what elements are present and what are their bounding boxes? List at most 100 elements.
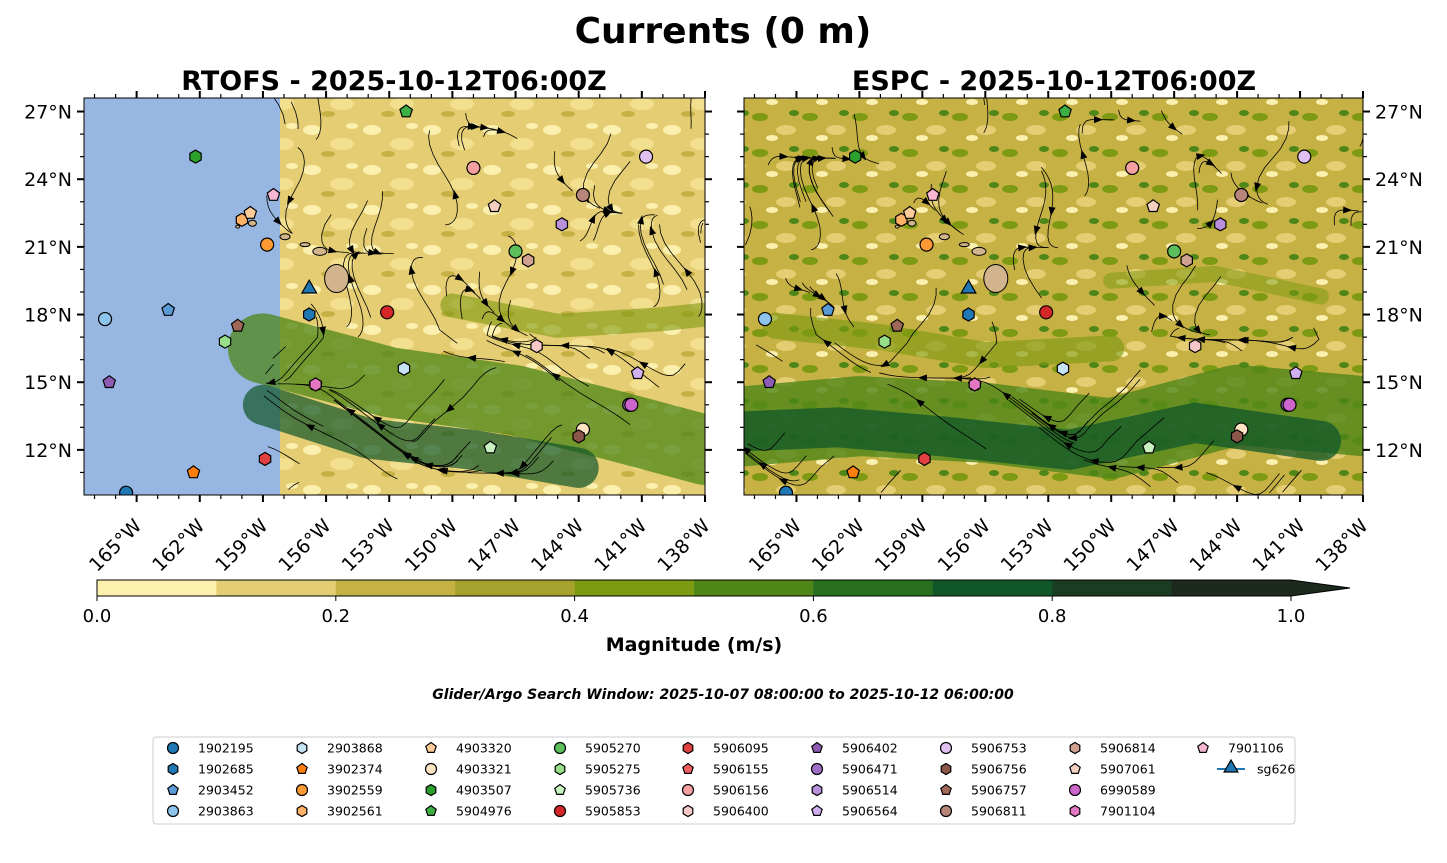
legend-label: 1902195 bbox=[198, 741, 254, 756]
streamline-arrow bbox=[794, 156, 805, 164]
legend-marker-5906471 bbox=[810, 762, 824, 776]
legend-marker-2903868 bbox=[296, 741, 308, 755]
streamline bbox=[1078, 123, 1090, 197]
streamline-arrow bbox=[454, 273, 465, 282]
streamline-arrow bbox=[273, 216, 282, 226]
streamline-arrow bbox=[638, 361, 649, 370]
float-2903863 bbox=[97, 311, 113, 327]
float-5905736 bbox=[1142, 440, 1156, 454]
streamline-arrow bbox=[812, 290, 822, 298]
colorbar-segment bbox=[216, 580, 337, 596]
streamline-arrow bbox=[466, 354, 477, 362]
float-5906814 bbox=[521, 253, 535, 268]
float-2903868 bbox=[397, 361, 411, 376]
legend-marker-5904976 bbox=[425, 804, 437, 817]
float-7901104 bbox=[968, 377, 982, 392]
legend-marker-5906757 bbox=[940, 783, 952, 796]
legend-label: 2903868 bbox=[327, 741, 383, 756]
x-tick-label: 147°W bbox=[464, 515, 525, 576]
streamline-arrow bbox=[806, 156, 813, 167]
legend-marker-5905853 bbox=[553, 804, 567, 818]
island bbox=[247, 219, 257, 227]
x-tick-label: 162°W bbox=[808, 515, 869, 576]
legend-marker-5906156 bbox=[681, 783, 695, 797]
float-4903507 bbox=[848, 149, 862, 164]
streamline-arrow bbox=[467, 122, 477, 130]
float-1902685 bbox=[962, 307, 975, 322]
streamline-arrow bbox=[978, 355, 988, 365]
float-5905853 bbox=[1039, 305, 1054, 320]
float-5906564 bbox=[630, 365, 645, 380]
float-3902374 bbox=[186, 465, 201, 479]
legend-marker-2903863 bbox=[166, 804, 180, 818]
float-7901106 bbox=[925, 187, 940, 201]
streamline bbox=[288, 481, 300, 490]
streamline-arrow bbox=[1167, 122, 1178, 131]
search-window-text: Glider/Argo Search Window: 2025-10-07 08… bbox=[432, 687, 1014, 703]
streamline-arrow bbox=[496, 127, 507, 134]
float-5906400 bbox=[530, 338, 543, 354]
float-5905275 bbox=[218, 334, 232, 349]
island bbox=[279, 233, 291, 241]
legend-label: 5905275 bbox=[585, 762, 641, 777]
island bbox=[971, 246, 987, 256]
float-5906753 bbox=[638, 149, 654, 164]
streamline-arrow bbox=[1067, 434, 1078, 442]
float-4903320 bbox=[243, 205, 258, 219]
float-3902559 bbox=[260, 237, 275, 252]
streamline-arrow bbox=[858, 151, 867, 161]
legend-label: 3902374 bbox=[327, 762, 383, 777]
streamline-arrow bbox=[1002, 392, 1012, 401]
streamline bbox=[495, 424, 563, 474]
streamline bbox=[1256, 121, 1290, 205]
x-tick-label: 162°W bbox=[148, 515, 209, 576]
island bbox=[958, 242, 970, 248]
streamline bbox=[810, 308, 872, 373]
streamline bbox=[799, 160, 821, 251]
current-band bbox=[227, 313, 705, 485]
streamline-arrow bbox=[840, 305, 848, 315]
streamline bbox=[1169, 328, 1226, 344]
legend-label: 5906402 bbox=[842, 741, 898, 756]
streamline-arrow bbox=[1158, 312, 1168, 320]
legend-marker-6990589 bbox=[1068, 783, 1082, 797]
colorbar-label: Magnitude (m/s) bbox=[606, 634, 783, 656]
streamline bbox=[328, 389, 436, 442]
legend-label: 5906564 bbox=[842, 804, 898, 819]
streamline-arrow bbox=[266, 378, 277, 386]
x-tick-label: 165°W bbox=[85, 515, 146, 576]
streamline bbox=[348, 252, 364, 338]
x-tick-label: 138°W bbox=[653, 515, 714, 576]
streamline-arrow bbox=[1107, 464, 1117, 472]
legend-marker-5906400 bbox=[682, 804, 694, 818]
legend-label: 5906514 bbox=[842, 783, 898, 798]
streamline-arrow bbox=[1237, 336, 1247, 344]
streamline-arrow bbox=[779, 152, 789, 160]
legend-marker-5905270 bbox=[553, 741, 567, 755]
legend-label: 7901106 bbox=[1228, 741, 1284, 756]
streamline-arrow bbox=[464, 285, 475, 293]
streamline-arrow bbox=[588, 214, 596, 224]
streamline bbox=[1282, 469, 1302, 493]
float-5906402 bbox=[102, 374, 117, 389]
island bbox=[907, 219, 917, 227]
streamline bbox=[272, 346, 287, 359]
float-7901106 bbox=[266, 187, 281, 201]
streamline bbox=[273, 98, 286, 125]
streamline-arrow bbox=[602, 205, 613, 213]
legend-label: 7901104 bbox=[1100, 804, 1156, 819]
streamline-arrow bbox=[606, 203, 614, 213]
legend-label: 2903863 bbox=[198, 804, 254, 819]
legend-label: 3902561 bbox=[327, 804, 383, 819]
colorbar-extend-arrow bbox=[1291, 580, 1350, 596]
streamline-arrow bbox=[1193, 325, 1202, 335]
streamline bbox=[1269, 474, 1285, 494]
island bbox=[894, 224, 900, 229]
streamline-arrow bbox=[305, 424, 316, 432]
legend-marker-4903320 bbox=[425, 741, 437, 754]
legend-marker-4903321 bbox=[424, 762, 438, 776]
streamline-arrow bbox=[842, 154, 852, 162]
streamline bbox=[745, 451, 800, 482]
streamline-arrow bbox=[560, 342, 570, 350]
float-5907061 bbox=[1146, 199, 1161, 213]
